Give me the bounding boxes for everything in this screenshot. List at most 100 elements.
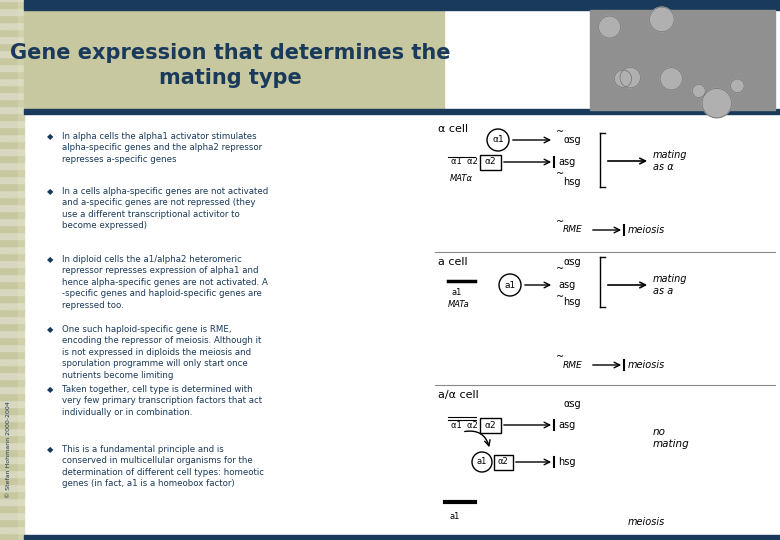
Circle shape <box>660 68 682 90</box>
Bar <box>0 1 18 8</box>
Bar <box>18 463 24 470</box>
Bar <box>0 533 18 540</box>
Bar <box>18 477 24 484</box>
Bar <box>18 309 24 316</box>
Bar <box>18 92 24 99</box>
Text: a1: a1 <box>450 512 460 521</box>
Bar <box>0 477 18 484</box>
Bar <box>0 218 18 225</box>
Text: mating: mating <box>653 274 687 284</box>
Bar <box>18 78 24 85</box>
Text: asg: asg <box>558 280 576 290</box>
Bar <box>0 365 18 372</box>
Bar <box>0 330 18 337</box>
Circle shape <box>620 68 640 88</box>
Text: ◆: ◆ <box>47 255 53 264</box>
Bar <box>18 330 24 337</box>
Text: asg: asg <box>558 157 576 167</box>
Text: αsg: αsg <box>563 135 580 145</box>
Bar <box>18 295 24 302</box>
Bar <box>0 197 18 204</box>
Bar <box>18 211 24 218</box>
Text: RME: RME <box>563 361 583 369</box>
Bar <box>0 386 18 393</box>
Bar <box>0 99 18 106</box>
Bar <box>0 8 18 15</box>
Bar <box>18 1 24 8</box>
Bar <box>18 218 24 225</box>
Bar <box>24 0 780 10</box>
Text: α2: α2 <box>498 457 509 467</box>
Text: ~: ~ <box>556 127 564 137</box>
Bar <box>18 351 24 358</box>
Bar <box>18 225 24 232</box>
Text: In diploid cells the a1/alpha2 heteromeric
repressor represses expression of alp: In diploid cells the a1/alpha2 heteromer… <box>62 255 268 310</box>
Bar <box>0 225 18 232</box>
Bar <box>0 29 18 36</box>
Bar <box>18 141 24 148</box>
Bar <box>18 323 24 330</box>
Bar <box>18 442 24 449</box>
Text: In a cells alpha-specific genes are not activated
and a-specific genes are not r: In a cells alpha-specific genes are not … <box>62 187 268 231</box>
Bar <box>0 120 18 127</box>
Bar <box>18 400 24 407</box>
Bar <box>0 309 18 316</box>
Text: a1: a1 <box>451 288 462 297</box>
Bar <box>18 148 24 155</box>
Bar <box>0 22 18 29</box>
FancyBboxPatch shape <box>480 417 501 433</box>
Bar <box>18 169 24 176</box>
Bar <box>18 302 24 309</box>
Bar <box>0 302 18 309</box>
Bar <box>590 10 775 110</box>
Bar <box>0 449 18 456</box>
Bar <box>0 519 18 526</box>
Bar <box>0 491 18 498</box>
Text: a1: a1 <box>477 457 488 467</box>
Bar <box>0 393 18 400</box>
Text: a/α cell: a/α cell <box>438 390 479 400</box>
Bar <box>18 120 24 127</box>
Text: αsg: αsg <box>563 257 580 267</box>
Bar <box>18 134 24 141</box>
Text: ~: ~ <box>556 217 564 227</box>
Text: mating: mating <box>653 150 687 160</box>
Bar <box>0 435 18 442</box>
Bar <box>18 435 24 442</box>
Bar <box>0 141 18 148</box>
Bar <box>0 337 18 344</box>
Bar <box>18 316 24 323</box>
Text: α cell: α cell <box>438 124 468 134</box>
Bar <box>18 43 24 50</box>
Bar <box>18 106 24 113</box>
Bar <box>18 358 24 365</box>
Bar <box>18 183 24 190</box>
Text: a1: a1 <box>505 280 516 289</box>
Text: a cell: a cell <box>438 257 468 267</box>
Bar <box>18 162 24 169</box>
Circle shape <box>731 79 744 93</box>
Bar <box>18 365 24 372</box>
Bar <box>18 274 24 281</box>
Bar <box>18 428 24 435</box>
Text: Gene expression that determines the: Gene expression that determines the <box>9 43 450 63</box>
Bar <box>18 407 24 414</box>
Text: ◆: ◆ <box>47 385 53 394</box>
Bar <box>0 456 18 463</box>
Bar <box>0 470 18 477</box>
Bar <box>18 99 24 106</box>
Bar <box>0 344 18 351</box>
Text: αsg: αsg <box>563 399 580 409</box>
Bar <box>0 407 18 414</box>
Bar <box>0 295 18 302</box>
Text: no: no <box>653 427 666 437</box>
Bar <box>0 232 18 239</box>
Bar <box>0 512 18 519</box>
Text: ◆: ◆ <box>47 132 53 141</box>
Bar <box>0 50 18 57</box>
Bar <box>0 281 18 288</box>
Circle shape <box>692 84 705 98</box>
Text: ◆: ◆ <box>47 445 53 454</box>
Bar <box>0 85 18 92</box>
Text: ◆: ◆ <box>47 325 53 334</box>
